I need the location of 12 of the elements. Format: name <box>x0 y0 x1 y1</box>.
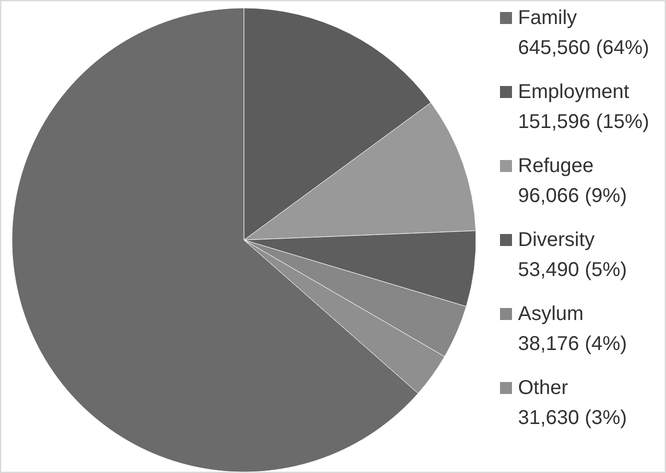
legend-label: Diversity <box>518 229 595 251</box>
data-label: 31,630 (3%) <box>518 407 627 429</box>
data-label: 645,560 (64%) <box>518 37 650 59</box>
data-label: 53,490 (5%) <box>518 259 627 281</box>
data-label: 38,176 (4%) <box>518 333 627 355</box>
legend-label: Family <box>518 7 577 29</box>
legend-label: Asylum <box>518 303 584 325</box>
data-label: 151,596 (15%) <box>518 111 650 133</box>
data-label: 96,066 (9%) <box>518 185 627 207</box>
legend-label: Employment <box>518 81 630 103</box>
legend-label: Other <box>518 377 568 399</box>
legend-label: Refugee <box>518 155 594 177</box>
